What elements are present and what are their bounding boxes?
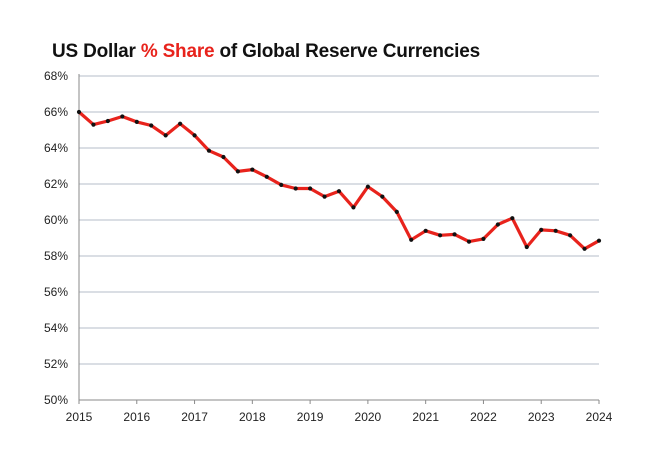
- data-point: [452, 232, 457, 237]
- chart-title-highlight: % Share: [140, 41, 215, 62]
- y-tick-label: 56%: [44, 285, 68, 299]
- x-tick-label: 2019: [297, 410, 324, 424]
- data-point: [149, 123, 154, 128]
- data-point: [568, 233, 573, 238]
- x-tick-label: 2024: [586, 410, 613, 424]
- data-point: [322, 194, 327, 199]
- data-point: [539, 227, 544, 232]
- y-tick-label: 66%: [44, 105, 68, 119]
- y-tick-label: 54%: [44, 321, 68, 335]
- chart-title-part-3: of Global Reserve Currencies: [214, 41, 480, 62]
- data-point: [438, 233, 443, 238]
- data-point: [336, 189, 342, 194]
- data-point: [510, 216, 515, 221]
- data-point: [466, 239, 472, 244]
- x-tick-label: 2015: [66, 410, 93, 424]
- data-point: [524, 244, 529, 250]
- series-line: [77, 110, 601, 251]
- x-axis-ticks: 2015 2016 2017 2018 2019 2020 2021 2022 2023 2024: [66, 410, 613, 424]
- data-point: [105, 118, 110, 124]
- data-point: [308, 186, 313, 191]
- chart-title-part-1: US Dollar: [52, 41, 141, 62]
- data-point: [553, 228, 558, 233]
- y-tick-label: 62%: [44, 177, 68, 191]
- data-point: [481, 236, 486, 241]
- data-point: [134, 119, 139, 124]
- data-point: [394, 209, 399, 214]
- y-tick-label: 68%: [44, 69, 68, 83]
- data-point: [235, 169, 240, 174]
- x-tick-label: 2022: [470, 410, 497, 424]
- x-tick-label: 2021: [412, 410, 439, 424]
- y-tick-label: 60%: [44, 213, 68, 227]
- gridlines: [79, 75, 599, 365]
- axes: [78, 74, 600, 404]
- y-tick-label: 52%: [44, 357, 68, 371]
- data-point: [596, 238, 602, 243]
- data-point: [351, 205, 356, 210]
- y-tick-label: 58%: [44, 249, 68, 263]
- x-tick-label: 2023: [528, 410, 555, 424]
- data-point: [380, 194, 385, 199]
- x-tick-label: 2016: [123, 410, 150, 424]
- data-point: [582, 246, 587, 251]
- data-point: [293, 186, 298, 191]
- data-point: [178, 121, 183, 126]
- data-point: [120, 114, 125, 119]
- y-axis-ticks: 50% 52% 54% 56% 58% 60% 62% 64% 66% 68%: [44, 69, 68, 407]
- data-point: [409, 237, 414, 242]
- x-tick-label: 2018: [239, 410, 266, 424]
- y-tick-label: 50%: [44, 393, 68, 407]
- data-point: [279, 182, 284, 187]
- data-point: [423, 228, 428, 233]
- data-point: [76, 109, 82, 115]
- x-tick-label: 2020: [355, 410, 382, 424]
- x-tick-label: 2017: [181, 410, 208, 424]
- data-point: [163, 133, 168, 138]
- data-point: [221, 154, 226, 160]
- data-point: [206, 148, 212, 153]
- data-point: [91, 122, 96, 127]
- series-group: [76, 109, 602, 251]
- data-point: [365, 184, 370, 189]
- data-point: [495, 222, 500, 227]
- data-point: [264, 174, 269, 179]
- data-point: [192, 133, 197, 138]
- y-tick-label: 64%: [44, 141, 68, 155]
- chart-title: US Dollar % Share of Global Reserve Curr…: [52, 41, 480, 63]
- data-point: [250, 167, 255, 172]
